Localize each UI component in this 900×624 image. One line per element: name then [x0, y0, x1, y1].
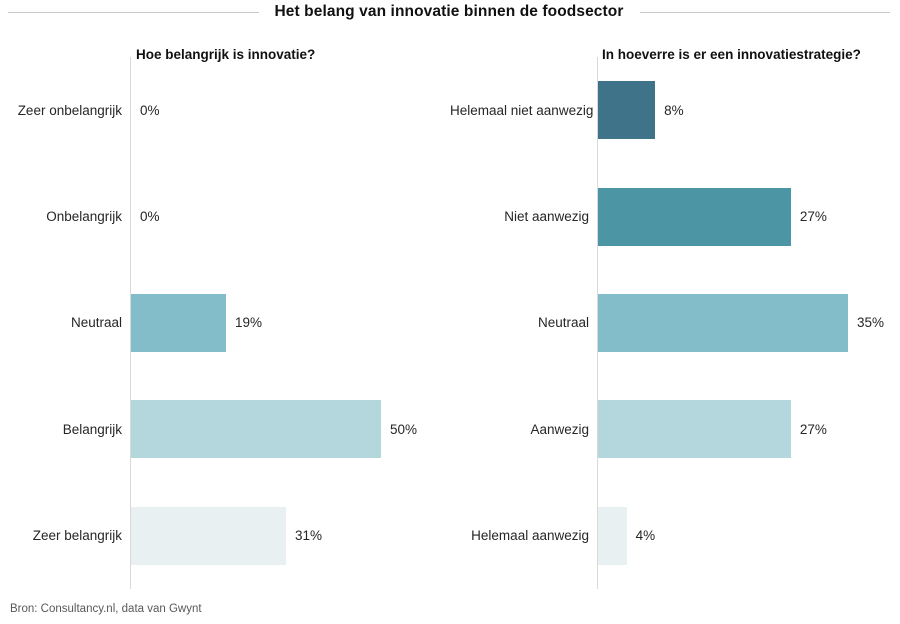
- value-label: 27%: [799, 209, 827, 225]
- bar-chart-importance: Zeer onbelangrijk 0% Onbelangrijk 0% Neutraa…: [0, 57, 450, 589]
- bar-row: Aanwezig 27%: [450, 376, 900, 483]
- bar-row: Helemaal aanwezig 4%: [450, 482, 900, 589]
- bar-chart-strategy: Helemaal niet aanwezig 8% Niet aanwezig 27%…: [450, 57, 900, 589]
- bar: [131, 506, 286, 565]
- value-label: 50%: [390, 421, 418, 437]
- bar-row: Belangrijk 50%: [0, 376, 450, 483]
- title-rule-right: [639, 11, 890, 13]
- page-title: Het belang van innovatie binnen de foods…: [274, 3, 624, 20]
- chart-title-left: Hoe belangrijk is innovatie?: [136, 47, 316, 62]
- plot-area: 0%: [130, 163, 450, 270]
- value-label: 0%: [140, 209, 160, 225]
- value-label: 4%: [635, 528, 656, 544]
- value-label: 35%: [857, 315, 885, 331]
- bar: [598, 506, 627, 565]
- bar: [598, 400, 791, 459]
- plot-area: 19%: [130, 269, 450, 377]
- category-label: Zeer belangrijk: [32, 528, 122, 544]
- category-label: Belangrijk: [62, 421, 122, 437]
- category-label: Neutraal: [70, 315, 122, 331]
- bar-row: Zeer onbelangrijk 0%: [0, 57, 450, 164]
- value-label: 19%: [235, 315, 263, 331]
- bar-row: Helemaal niet aanwezig 8%: [450, 57, 900, 164]
- category-label: Neutraal: [537, 315, 589, 331]
- value-label: 27%: [799, 421, 827, 437]
- plot-area: 50%: [130, 376, 450, 483]
- source-note: Bron: Consultancy.nl, data van Gwynt: [10, 603, 202, 615]
- plot-area: 27%: [597, 163, 900, 270]
- bar-row: Onbelangrijk 0%: [0, 163, 450, 270]
- category-label: Niet aanwezig: [504, 209, 589, 225]
- title-rule-left: [8, 11, 259, 13]
- bar: [131, 400, 381, 459]
- value-label: 8%: [664, 102, 684, 118]
- plot-area: 27%: [597, 376, 900, 483]
- plot-area: 35%: [597, 269, 900, 377]
- plot-area: 0%: [130, 57, 450, 164]
- category-label: Onbelangrijk: [46, 209, 122, 225]
- category-label: Zeer onbelangrijk: [17, 102, 122, 118]
- value-label: 0%: [140, 102, 160, 118]
- plot-area: 8%: [597, 57, 900, 164]
- plot-area: 31%: [130, 482, 450, 589]
- bar-row: Niet aanwezig 27%: [450, 163, 900, 270]
- bar-row: Neutraal 35%: [450, 269, 900, 377]
- bar: [598, 187, 791, 246]
- bar: [598, 293, 848, 352]
- value-label: 31%: [295, 528, 323, 544]
- category-label: Helemaal niet aanwezig: [450, 102, 594, 118]
- plot-area: 4%: [597, 482, 900, 589]
- category-label: Helemaal aanwezig: [471, 528, 589, 544]
- bar: [131, 293, 226, 352]
- chart-title-right: In hoeverre is er een innovatiestrategie…: [602, 47, 861, 62]
- category-label: Aanwezig: [530, 421, 589, 437]
- bar-row: Neutraal 19%: [0, 269, 450, 377]
- bar-row: Zeer belangrijk 31%: [0, 482, 450, 589]
- page-header: Het belang van innovatie binnen de foods…: [8, 3, 890, 21]
- bar: [598, 81, 656, 140]
